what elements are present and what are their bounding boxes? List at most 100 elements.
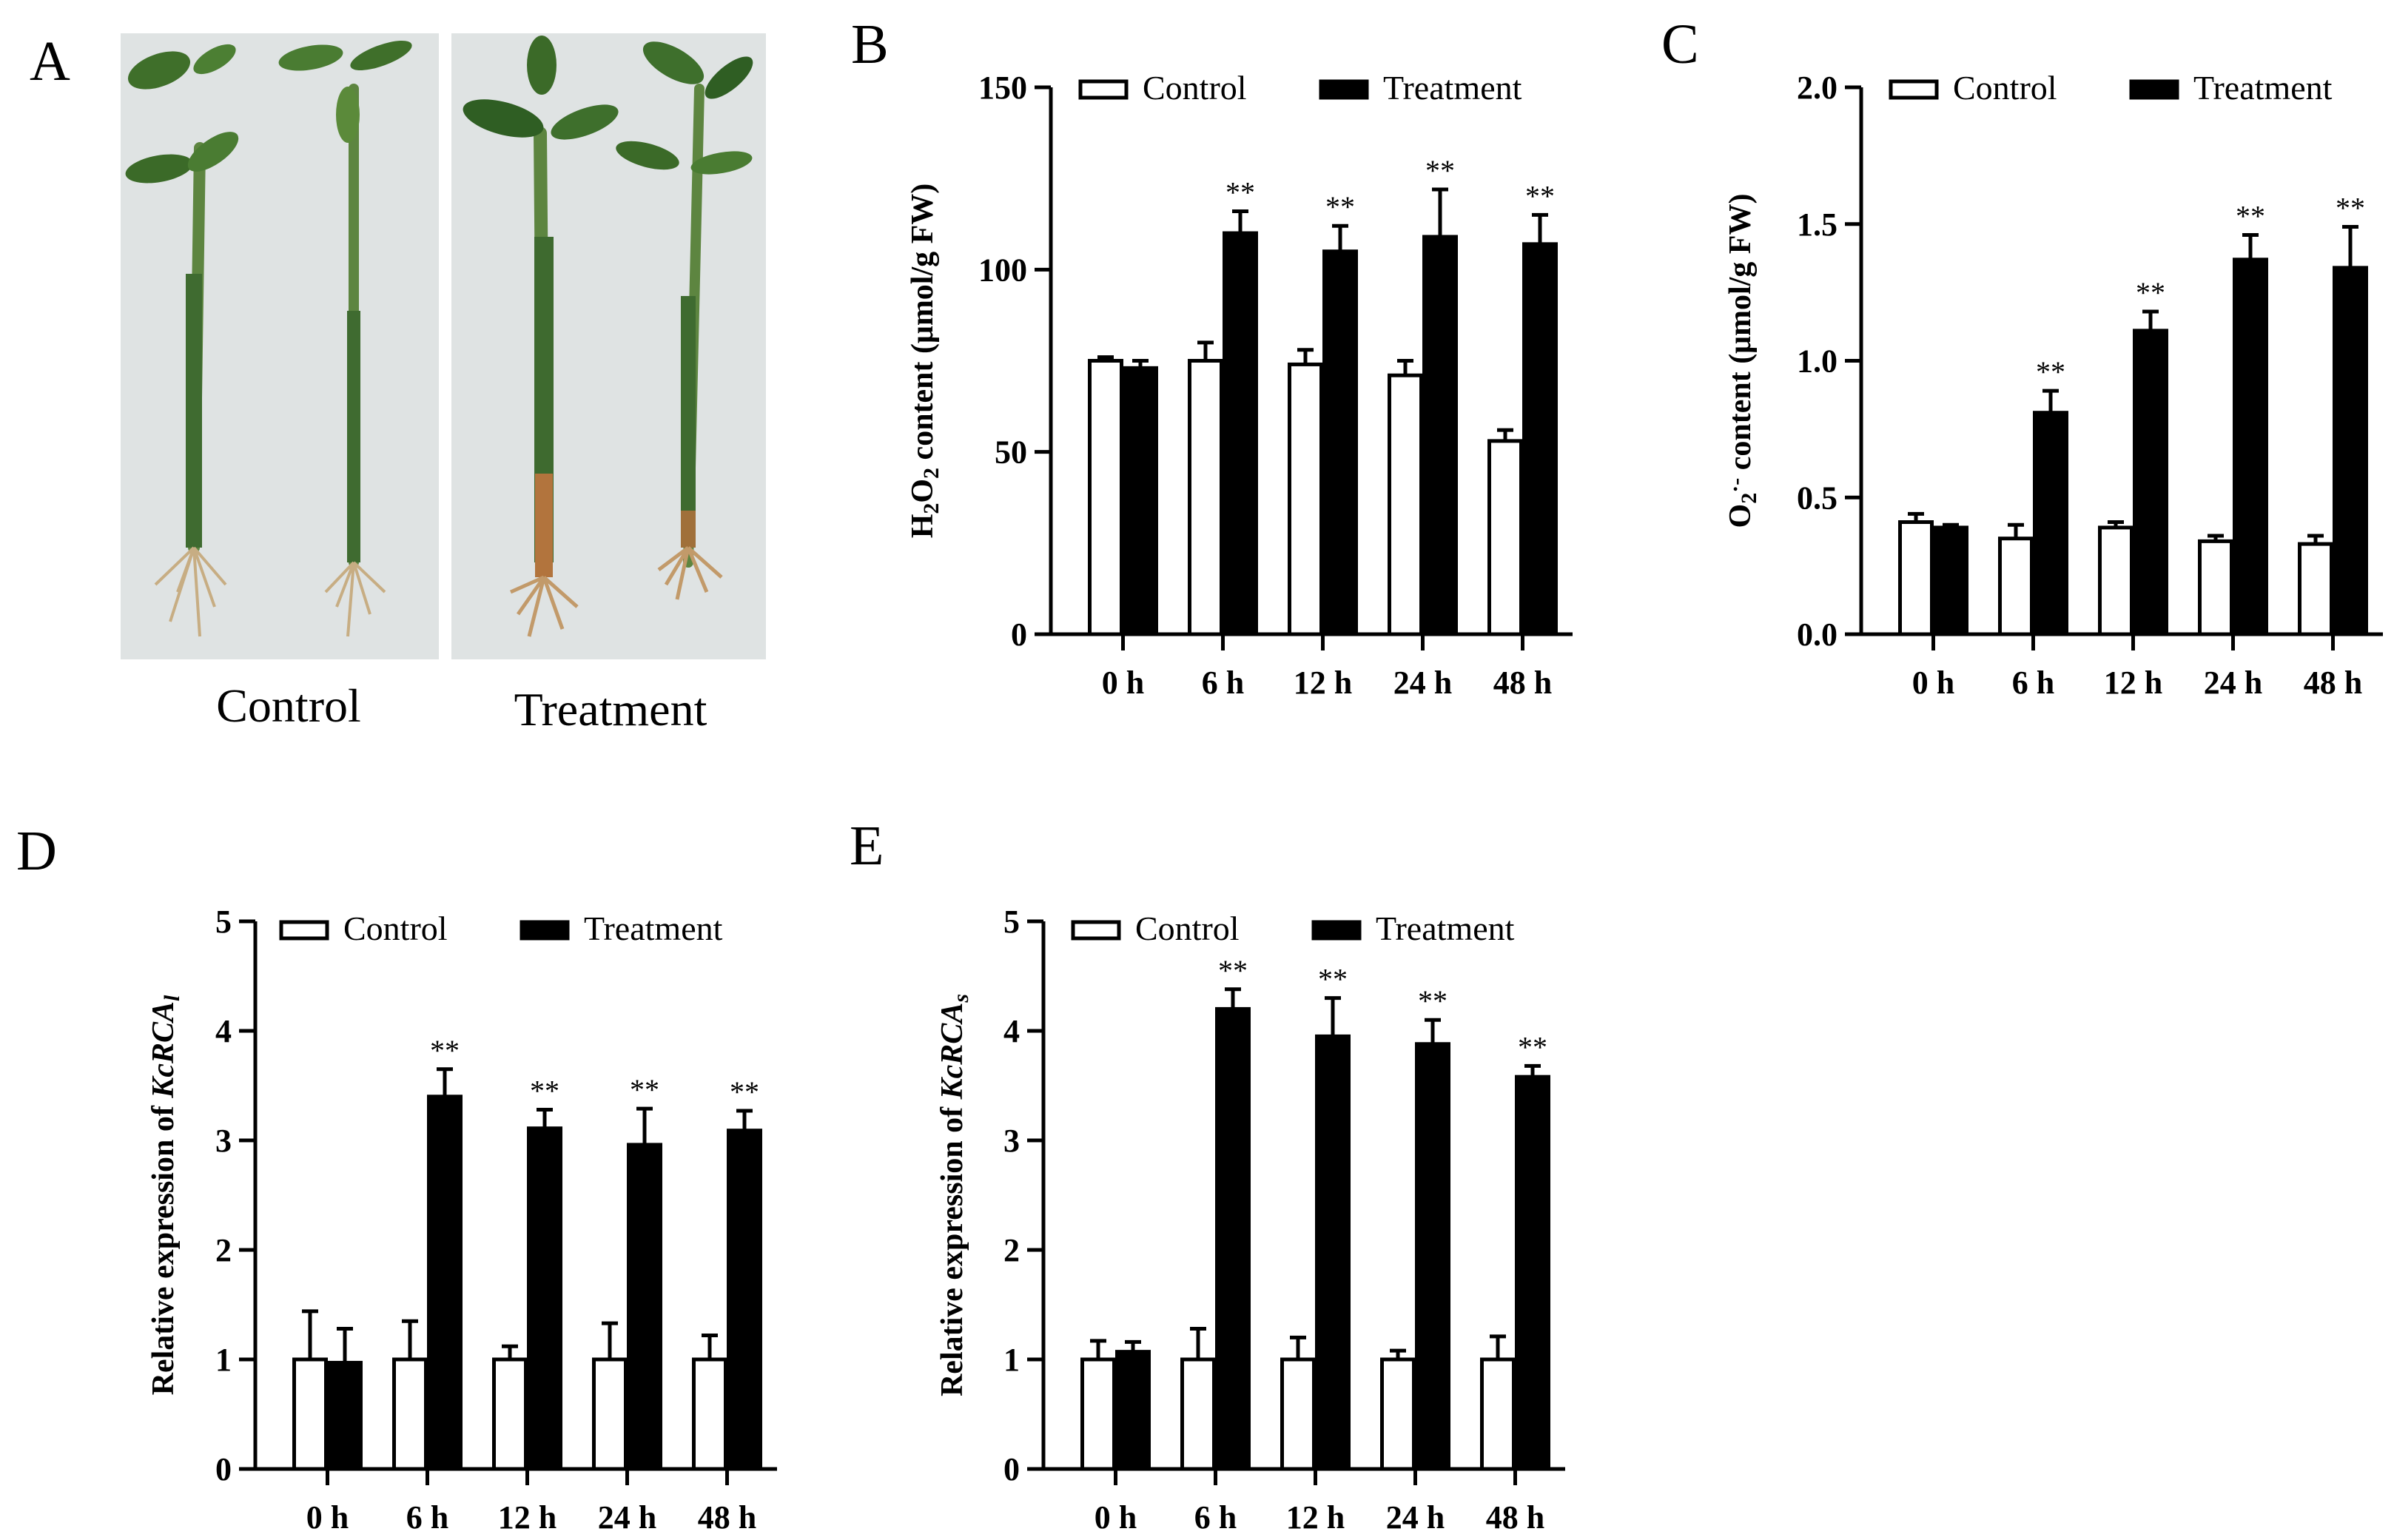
control-bar	[1288, 362, 1323, 636]
treatment-bar	[2333, 266, 2368, 636]
y-axis-title-part: KcRCA	[147, 1001, 181, 1099]
control-bar	[692, 1357, 727, 1471]
treatment-bar	[1415, 1042, 1450, 1471]
y-axis-title-part: O	[906, 479, 940, 503]
significance-marker: **	[530, 1075, 559, 1108]
legend-label-control: Control	[1953, 69, 2057, 107]
y-tick-label: 0.5	[1797, 480, 1837, 516]
x-tick-label: 12 h	[1286, 1499, 1345, 1536]
x-tick-label: 24 h	[1393, 665, 1452, 701]
photo-label-treatment: Treatment	[514, 683, 707, 736]
control-bar	[1898, 520, 1934, 636]
y-tick-label: 2.0	[1797, 70, 1837, 106]
significance-marker: **	[1318, 963, 1348, 996]
significance-marker: **	[1525, 179, 1555, 212]
control-bar	[592, 1357, 628, 1471]
treatment-bar	[1933, 525, 1968, 636]
y-tick-label: 2	[1003, 1232, 1020, 1268]
chart-e: E 0 1 2 3 4 5 0 h 6 h ** 12 h ** 24 h ** 48 h ** Control…	[850, 815, 1565, 1536]
y-axis-title-part: content (μmol/g FW)	[1724, 194, 1758, 478]
significance-marker: **	[1218, 954, 1248, 987]
y-axis-title-part: O	[1724, 504, 1758, 528]
y-tick-label: 150	[978, 70, 1027, 106]
x-tick-label: 12 h	[2104, 665, 2162, 701]
control-bar	[1487, 439, 1523, 636]
legend-swatch-treatment	[2129, 79, 2179, 100]
panel-letter-a: A	[30, 30, 70, 93]
significance-marker: **	[630, 1073, 659, 1106]
x-tick-label: 24 h	[1386, 1499, 1445, 1536]
x-tick-label: 24 h	[598, 1499, 656, 1536]
control-bar	[1280, 1357, 1316, 1471]
y-axis-title-part: KcRCA	[935, 1003, 969, 1100]
photo-treatment	[451, 33, 766, 659]
y-axis-title-part: l	[160, 995, 184, 1001]
treatment-bar	[1115, 1350, 1151, 1471]
significance-marker: **	[2036, 355, 2065, 389]
treatment-bar	[2233, 258, 2268, 636]
y-axis-title-part: 2	[919, 503, 944, 514]
control-bar	[1380, 1357, 1416, 1471]
x-tick-label: 6 h	[1194, 1499, 1237, 1536]
x-tick-label: 0 h	[1102, 665, 1144, 701]
chart-d: D 0 1 2 3 4 5 0 h 6 h ** 12 h ** 24 h ** 48 h ** Control…	[16, 820, 777, 1536]
treatment-bar	[427, 1095, 463, 1471]
y-tick-label: 2	[215, 1232, 232, 1268]
treatment-bar	[1522, 242, 1558, 636]
y-tick-label: 0.0	[1797, 616, 1837, 653]
legend-label-control: Control	[343, 909, 448, 947]
y-axis-title-part: content (μmol/g FW)	[906, 184, 940, 468]
control-bar	[492, 1357, 528, 1471]
x-tick-label: 12 h	[1294, 665, 1352, 701]
significance-marker: **	[430, 1034, 460, 1067]
y-tick-label: 5	[215, 904, 232, 940]
y-tick-label: 1.0	[1797, 343, 1837, 380]
y-tick-label: 5	[1003, 904, 1020, 940]
panel-letter-c: C	[1661, 13, 1699, 75]
significance-marker: **	[1225, 176, 1255, 209]
y-axis-title-part: H	[906, 514, 940, 539]
control-bar	[292, 1357, 328, 1471]
significance-marker: **	[2236, 200, 2265, 233]
control-bar	[2298, 542, 2333, 636]
legend-swatch-control	[1071, 920, 1121, 941]
legend-label-control: Control	[1135, 909, 1240, 947]
treatment-bar	[1215, 1006, 1251, 1471]
legend-swatch-control	[1078, 79, 1129, 100]
y-tick-label: 0	[215, 1451, 232, 1487]
panel-letter-e: E	[850, 815, 884, 877]
y-axis-title-part: Relative expression of	[147, 1098, 181, 1396]
control-bar	[392, 1357, 428, 1471]
treatment-bar	[1515, 1075, 1550, 1471]
control-bar	[2198, 539, 2233, 636]
x-tick-label: 0 h	[1912, 665, 1954, 701]
significance-marker: **	[2336, 191, 2365, 224]
y-tick-label: 3	[1003, 1123, 1020, 1159]
x-tick-label: 48 h	[2304, 665, 2362, 701]
x-tick-label: 48 h	[1493, 665, 1552, 701]
x-tick-label: 0 h	[306, 1499, 349, 1536]
legend-label-control: Control	[1143, 69, 1247, 107]
control-bar	[1080, 1357, 1116, 1471]
legend-swatch-treatment	[520, 920, 570, 941]
significance-marker: **	[2136, 276, 2165, 309]
y-tick-label: 0	[1011, 616, 1027, 653]
significance-marker: **	[1418, 984, 1448, 1018]
significance-marker: **	[1325, 190, 1355, 223]
x-tick-label: 0 h	[1095, 1499, 1137, 1536]
y-axis-title-part: 2	[1737, 493, 1761, 504]
x-tick-label: 6 h	[1202, 665, 1244, 701]
treatment-bar	[1315, 1034, 1351, 1471]
legend-swatch-treatment	[1311, 920, 1362, 941]
y-tick-label: 50	[995, 434, 1027, 471]
chart-c: C 0.0 0.5 1.0 1.5 2.0 0 h 6 h ** 12 h ** 24 h ** 48 h…	[1661, 13, 2383, 701]
legend-swatch-control	[279, 920, 329, 941]
x-tick-label: 24 h	[2204, 665, 2262, 701]
y-axis-title: O2·- content (μmol/g FW)	[1724, 194, 1761, 528]
y-tick-label: 100	[978, 252, 1027, 288]
treatment-bar	[1123, 366, 1158, 636]
legend-label-treatment: Treatment	[2193, 69, 2333, 107]
control-bar	[2098, 525, 2134, 636]
panel-a: A	[30, 30, 766, 736]
